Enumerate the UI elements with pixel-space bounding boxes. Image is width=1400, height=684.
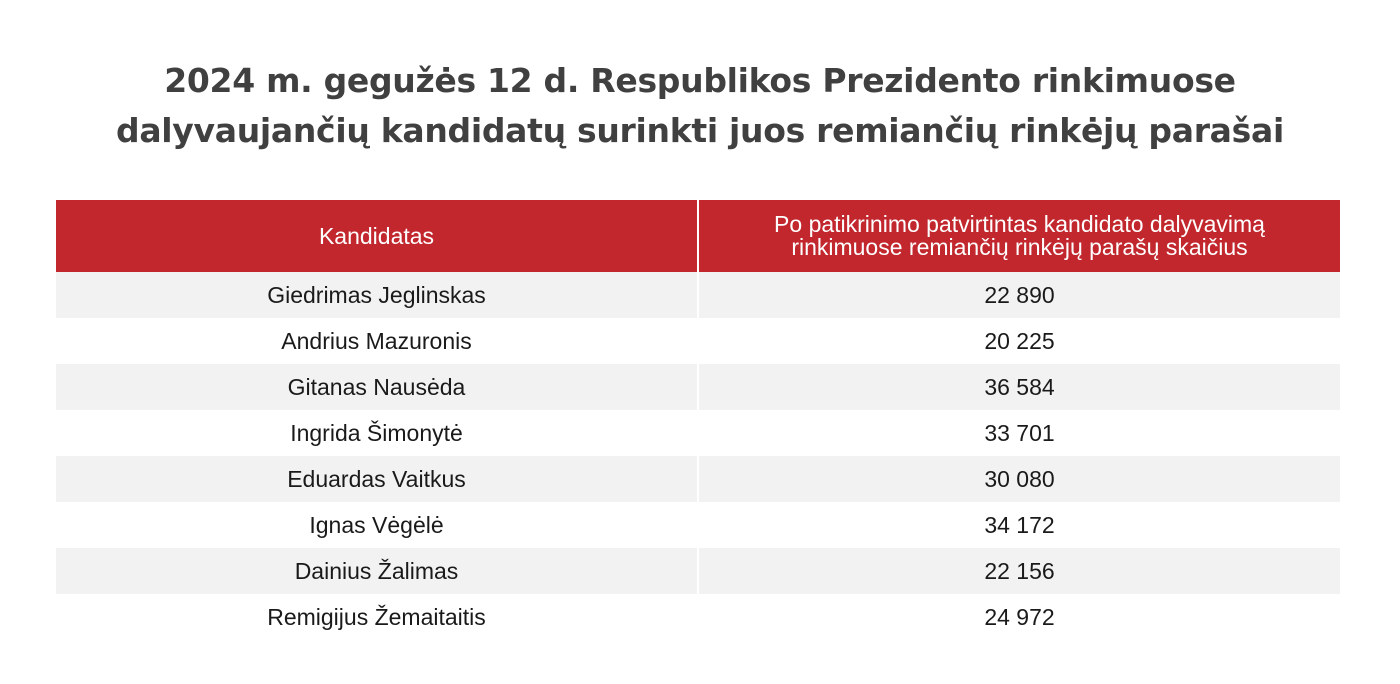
header-candidate: Kandidatas	[318, 222, 435, 249]
header-signatures-line-2: rinkimuose remiančių rinkėjų parašų skai…	[791, 234, 1248, 260]
header-signatures-line-1: Po patikrinimo patvirtintas kandidato da…	[774, 211, 1265, 237]
signatures-cell: 33 701	[697, 410, 1340, 456]
chart-title: 2024 m. gegužės 12 d. Respublikos Prezid…	[0, 56, 1400, 156]
table-row: Remigijus Žemaitaitis 24 972	[56, 594, 1340, 640]
candidate-cell: Remigijus Žemaitaitis	[267, 603, 486, 630]
table-row: Gitanas Nausėda 36 584	[56, 364, 1340, 410]
signatures-cell: 24 972	[697, 594, 1340, 640]
signatures-cell: 30 080	[697, 456, 1340, 502]
candidate-cell: Giedrimas Jeglinskas	[267, 281, 486, 308]
signatures-cell: 22 156	[697, 548, 1340, 594]
candidate-cell: Ingrida Šimonytė	[290, 419, 463, 446]
table-row: Eduardas Vaitkus 30 080	[56, 456, 1340, 502]
chart-title-line-1: 2024 m. gegužės 12 d. Respublikos Prezid…	[164, 61, 1236, 100]
header-signatures: Po patikrinimo patvirtintas kandidato da…	[697, 200, 1340, 272]
table-row: Ingrida Šimonytė 33 701	[56, 410, 1340, 456]
chart-title-line-2: dalyvaujančių kandidatų surinkti juos re…	[116, 111, 1284, 150]
signatures-cell: 34 172	[697, 502, 1340, 548]
signatures-cell: 22 890	[697, 272, 1340, 318]
table-row: Ignas Vėgėlė 34 172	[56, 502, 1340, 548]
table-row: Giedrimas Jeglinskas 22 890	[56, 272, 1340, 318]
table-row: Dainius Žalimas 22 156	[56, 548, 1340, 594]
candidate-cell: Andrius Mazuronis	[281, 327, 472, 354]
candidate-cell: Gitanas Nausėda	[287, 373, 466, 400]
signatures-cell: 36 584	[697, 364, 1340, 410]
signatures-cell: 20 225	[697, 318, 1340, 364]
candidate-cell: Ignas Vėgėlė	[309, 511, 444, 538]
table-header-row: Kandidatas Po patikrinimo patvirtintas k…	[56, 200, 1340, 272]
candidate-cell: Dainius Žalimas	[294, 557, 459, 584]
signatures-table: Kandidatas Po patikrinimo patvirtintas k…	[56, 200, 1340, 640]
candidate-cell: Eduardas Vaitkus	[287, 465, 466, 492]
table-row: Andrius Mazuronis 20 225	[56, 318, 1340, 364]
